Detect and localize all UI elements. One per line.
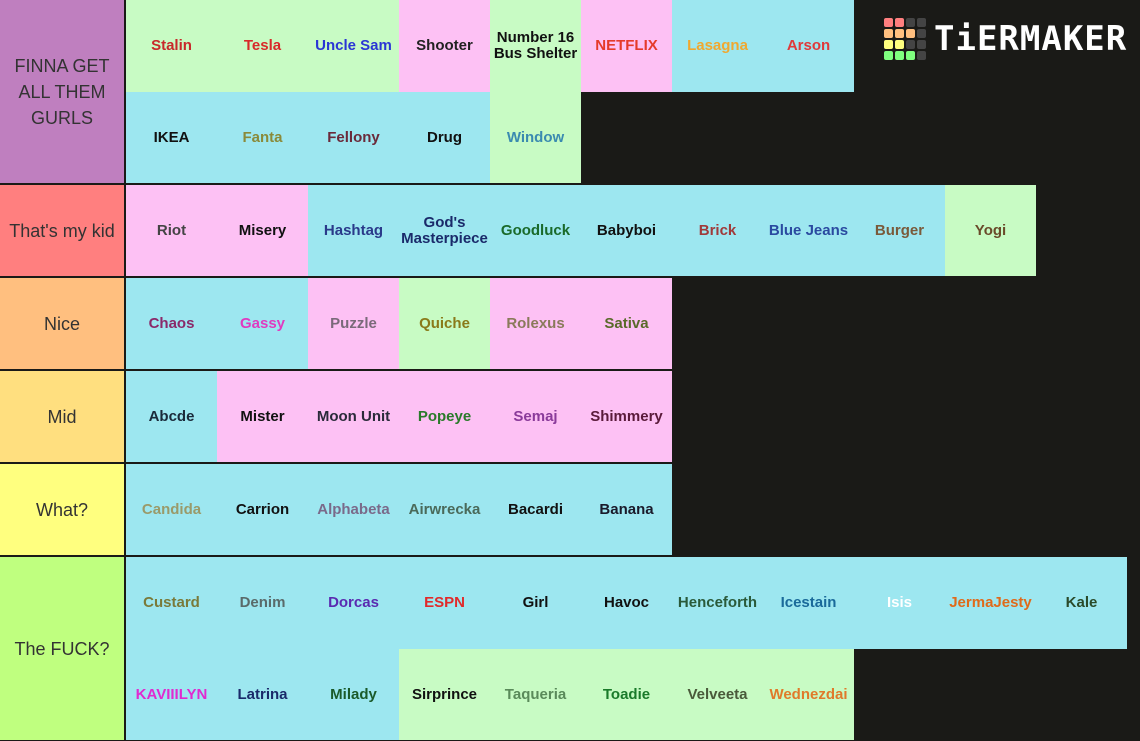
logo-icon — [884, 18, 926, 60]
logo: TiERMAKER — [884, 18, 1127, 60]
tier-item: Goodluck — [490, 185, 581, 276]
tier-item: Chaos — [126, 278, 217, 369]
tier-item: Airwrecka — [399, 464, 490, 555]
tier-label: Nice — [0, 278, 124, 369]
tier-item: Misery — [217, 185, 308, 276]
tier-item: Moon Unit — [308, 371, 399, 462]
tier-item: Babyboi — [581, 185, 672, 276]
tier-item: Wednezdai — [763, 649, 854, 740]
tier-item: Puzzle — [308, 278, 399, 369]
tier-item: Sirprince — [399, 649, 490, 740]
tier-item: Uncle Sam — [308, 0, 399, 92]
tier-item: Burger — [854, 185, 945, 276]
tier-label: What? — [0, 464, 124, 555]
tier-item: Lasagna — [672, 0, 763, 92]
tier-item: Dorcas — [308, 557, 399, 649]
tier-row: That's my kid Riot Misery Hashtag God's Mast… — [0, 185, 1140, 276]
tier-item: Shimmery — [581, 371, 672, 462]
tier-row: Nice Chaos Gassy Puzzle Quiche Rolexus Sativa — [0, 278, 1140, 369]
tier-item: KAVIIILYN — [126, 649, 217, 740]
tier-item: Henceforth — [672, 557, 763, 649]
tier-item: Abcde — [126, 371, 217, 462]
tier-item: Banana — [581, 464, 672, 555]
tier-item: Riot — [126, 185, 217, 276]
tier-item: Taqueria — [490, 649, 581, 740]
tier-row: The FUCK? Custard Denim Dorcas ESPN Girl Havoc… — [0, 557, 1140, 740]
tier-item: Sativa — [581, 278, 672, 369]
tier-item: Fellony — [308, 92, 399, 183]
tier-item: Number 16 Bus Shelter — [490, 0, 581, 92]
tier-item: Alphabeta — [308, 464, 399, 555]
tier-item: Velveeta — [672, 649, 763, 740]
tier-item: Candida — [126, 464, 217, 555]
tier-item: Denim — [217, 557, 308, 649]
tier-item: Brick — [672, 185, 763, 276]
tier-item: Icestain — [763, 557, 854, 649]
tier-item: Hashtag — [308, 185, 399, 276]
tier-item: JermaJesty — [945, 557, 1036, 649]
tier-item: Quiche — [399, 278, 490, 369]
tier-item: Havoc — [581, 557, 672, 649]
tier-item: Kale — [1036, 557, 1127, 649]
tier-item: Toadie — [581, 649, 672, 740]
tier-item: Custard — [126, 557, 217, 649]
tier-row: Mid Abcde Mister Moon Unit Popeye Semaj Shimme… — [0, 371, 1140, 462]
tier-item: Blue Jeans — [763, 185, 854, 276]
tier-item: Stalin — [126, 0, 217, 92]
tier-item: God's Masterpiece — [399, 185, 490, 276]
tier-item: Fanta — [217, 92, 308, 183]
tier-row: FINNA GET ALL THEM GURLS Stalin Tesla Uncle… — [0, 0, 1140, 183]
tier-item: Isis — [854, 557, 945, 649]
tier-item: Window — [490, 92, 581, 183]
tier-item: Carrion — [217, 464, 308, 555]
tier-item: Milady — [308, 649, 399, 740]
tier-item: NETFLIX — [581, 0, 672, 92]
tier-item: Mister — [217, 371, 308, 462]
tier-item: Rolexus — [490, 278, 581, 369]
tier-item: Tesla — [217, 0, 308, 92]
logo-text: TiERMAKER — [934, 19, 1128, 59]
tier-item: Arson — [763, 0, 854, 92]
tier-label: Mid — [0, 371, 124, 462]
tier-item: Bacardi — [490, 464, 581, 555]
tier-label: FINNA GET ALL THEM GURLS — [0, 0, 124, 183]
tier-label: The FUCK? — [0, 557, 124, 740]
tier-item: Popeye — [399, 371, 490, 462]
tier-row: What? Candida Carrion Alphabeta Airwrecka Bac… — [0, 464, 1140, 555]
tier-item: Yogi — [945, 185, 1036, 276]
tier-item: Shooter — [399, 0, 490, 92]
tier-item: Gassy — [217, 278, 308, 369]
tier-item: Girl — [490, 557, 581, 649]
tier-item: ESPN — [399, 557, 490, 649]
tier-item: Drug — [399, 92, 490, 183]
tier-item: Latrina — [217, 649, 308, 740]
tier-item: Semaj — [490, 371, 581, 462]
tier-item: IKEA — [126, 92, 217, 183]
tier-label: That's my kid — [0, 185, 124, 276]
